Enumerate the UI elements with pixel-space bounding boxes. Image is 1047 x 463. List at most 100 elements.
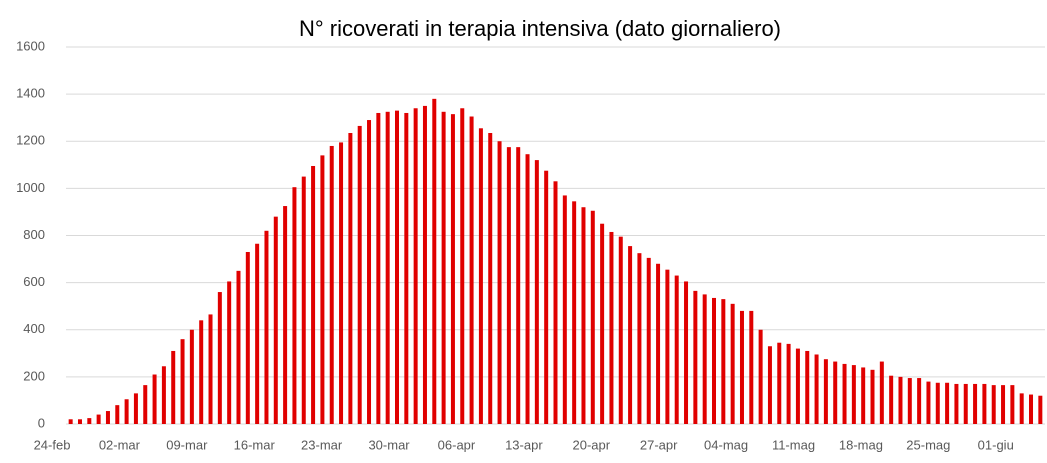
bar (115, 405, 120, 424)
bar (628, 246, 633, 424)
y-tick-label: 600 (23, 274, 45, 289)
bar (283, 206, 288, 424)
x-tick-label: 25-mag (906, 437, 950, 452)
bar (217, 292, 222, 424)
bar (180, 339, 185, 424)
bar (907, 378, 912, 424)
chart-title: N° ricoverati in terapia intensiva (dato… (299, 16, 781, 41)
bar (693, 290, 698, 424)
bar (926, 381, 931, 424)
bar (702, 294, 707, 424)
bar (590, 210, 595, 424)
bar (469, 116, 474, 425)
x-tick-label: 23-mar (301, 437, 343, 452)
bar (264, 230, 269, 424)
y-tick-label: 200 (23, 368, 45, 383)
bar (460, 108, 465, 424)
bar (394, 110, 399, 425)
bar (833, 361, 838, 424)
bar (273, 216, 278, 424)
bar (96, 414, 101, 424)
bar (1019, 393, 1024, 424)
bar (376, 112, 381, 424)
bar (609, 231, 614, 424)
x-tick-label: 04-mag (704, 437, 748, 452)
bar (898, 376, 903, 424)
bar (161, 366, 166, 424)
bar (982, 383, 987, 424)
bar (618, 236, 623, 424)
x-tick-label: 27-apr (640, 437, 678, 452)
x-tick-label: 06-apr (438, 437, 476, 452)
bar (581, 207, 586, 424)
bar (1010, 385, 1015, 424)
bar (684, 281, 689, 424)
bar (749, 310, 754, 424)
bar (516, 147, 521, 424)
bar (861, 367, 866, 424)
bar (973, 383, 978, 424)
y-tick-label: 1400 (16, 86, 45, 101)
bar (991, 385, 996, 424)
y-tick-label: 1200 (16, 133, 45, 148)
bar (562, 195, 567, 424)
x-tick-label: 11-mag (772, 437, 815, 452)
bar (320, 155, 325, 424)
bar (450, 114, 455, 424)
bar (842, 363, 847, 424)
bar (1029, 394, 1034, 424)
bar (77, 419, 82, 424)
bar (889, 375, 894, 424)
bar (68, 419, 73, 424)
bar (143, 385, 148, 424)
bar (1038, 395, 1043, 424)
x-tick-label: 09-mar (166, 437, 208, 452)
bar (478, 128, 483, 424)
bar (227, 281, 232, 424)
x-tick-label: 24-feb (34, 437, 71, 452)
bar (236, 270, 241, 424)
bar (544, 170, 549, 424)
bar (917, 378, 922, 424)
bar (348, 133, 353, 425)
bar (329, 145, 334, 424)
y-tick-label: 1600 (16, 38, 45, 53)
x-tick-label: 30-mar (368, 437, 410, 452)
bar (954, 383, 959, 424)
bar (553, 181, 558, 424)
bar (534, 160, 539, 424)
bar (255, 243, 260, 424)
bar (189, 329, 194, 424)
bar (665, 269, 670, 424)
x-tick-label: 02-mar (99, 437, 141, 452)
bar (105, 411, 110, 424)
bar (870, 369, 875, 424)
bar (1001, 385, 1006, 424)
bar (637, 253, 642, 424)
bar (404, 112, 409, 424)
bar (311, 165, 316, 424)
x-tick-label: 18-mag (839, 437, 883, 452)
bar (422, 105, 427, 424)
bar (777, 342, 782, 424)
bar (935, 382, 940, 424)
bar (245, 251, 250, 424)
bar (795, 348, 800, 424)
x-tick-label: 01-giu (978, 437, 1014, 452)
bar (730, 303, 735, 424)
bar (656, 263, 661, 424)
bar (208, 314, 213, 424)
bar (357, 125, 362, 424)
bar (646, 257, 651, 424)
y-tick-label: 400 (23, 321, 45, 336)
bar (600, 223, 605, 424)
bar (674, 275, 679, 424)
y-tick-label: 0 (38, 415, 45, 430)
bar (712, 297, 717, 424)
bar (199, 320, 204, 424)
bar (823, 359, 828, 424)
bar (413, 108, 418, 424)
bar (441, 111, 446, 424)
bar (814, 354, 819, 424)
bar (301, 176, 306, 424)
